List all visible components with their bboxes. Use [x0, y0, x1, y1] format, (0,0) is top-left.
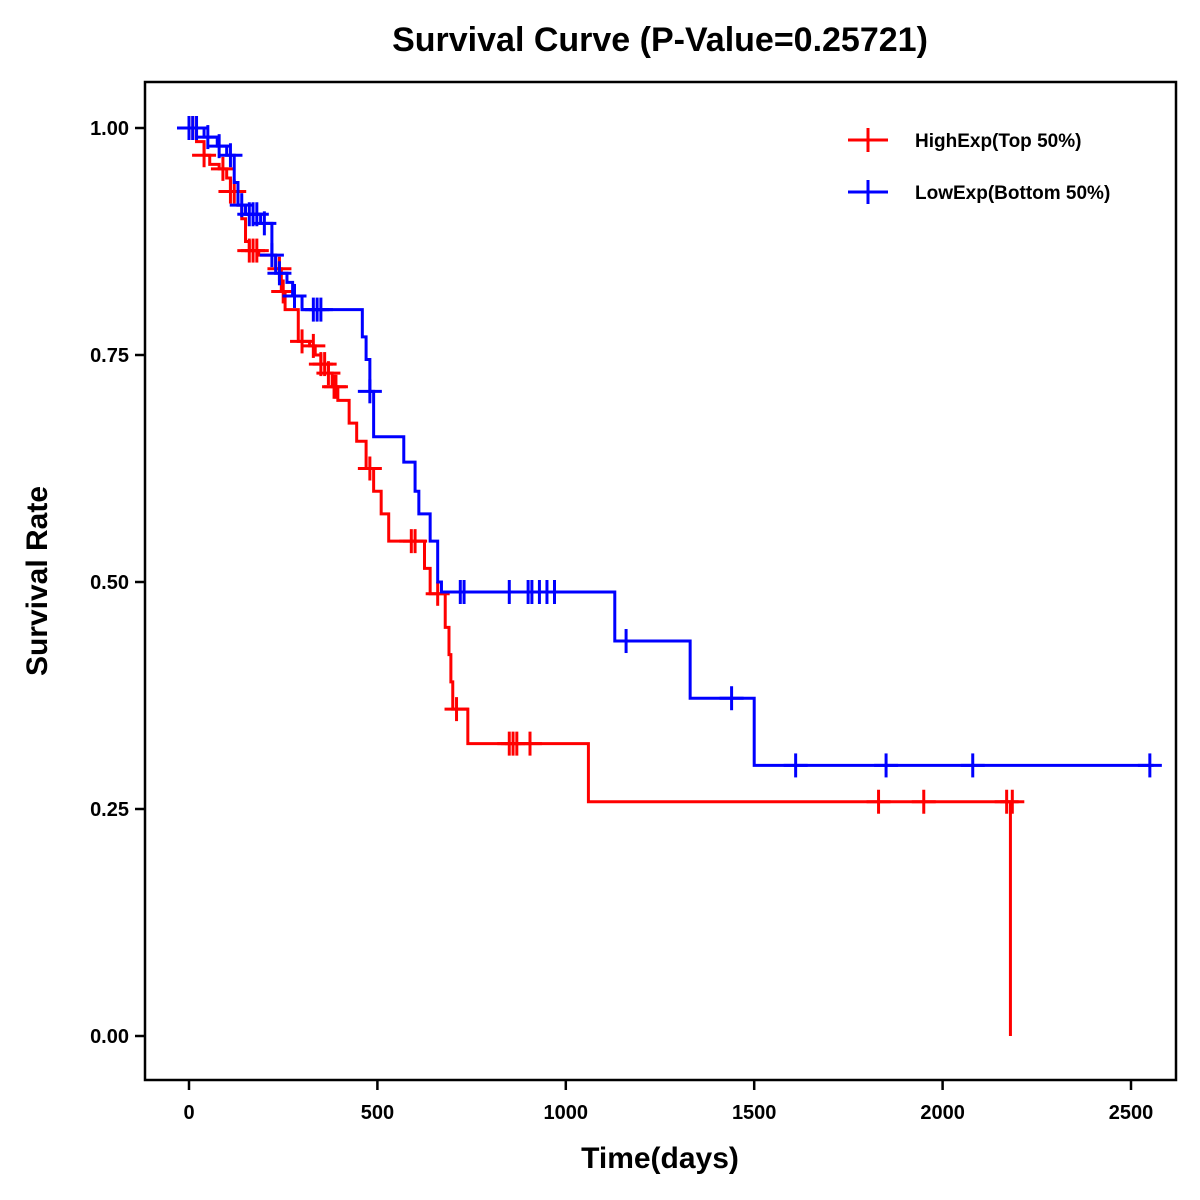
censor-mark — [960, 753, 985, 778]
y-tick-label: 0.75 — [90, 345, 129, 367]
x-tick-label: 1500 — [732, 1102, 777, 1124]
censor-mark — [874, 753, 899, 778]
censor-mark — [244, 238, 269, 263]
series-low-exp — [177, 116, 1162, 778]
legend-item: LowExp(Bottom 50%) — [848, 180, 1110, 204]
censor-mark — [282, 283, 307, 308]
legend-label: HighExp(Top 50%) — [915, 131, 1081, 152]
y-tick-label: 0.00 — [90, 1026, 129, 1048]
censor-mark — [301, 333, 326, 358]
censor-mark — [783, 753, 808, 778]
legend-item: HighExp(Top 50%) — [848, 128, 1081, 152]
censor-mark — [252, 211, 277, 236]
x-tick-label: 500 — [361, 1102, 394, 1124]
censor-mark — [316, 361, 341, 386]
censor-mark — [323, 374, 348, 399]
censor-mark — [259, 243, 284, 268]
censor-mark — [192, 143, 217, 168]
y-tick-label: 1.00 — [90, 118, 129, 140]
censor-mark — [614, 629, 639, 654]
y-tick-label: 0.50 — [90, 572, 129, 594]
legend-cross-icon — [848, 128, 888, 152]
censor-mark — [357, 379, 382, 404]
series-high-exp — [180, 116, 1025, 1036]
censor-mark — [357, 456, 382, 481]
censor-mark — [308, 297, 333, 322]
chart-title: Survival Curve (P-Value=0.25721) — [392, 21, 928, 59]
legend-label: LowExp(Bottom 50%) — [915, 183, 1110, 204]
y-axis-label: Survival Rate — [21, 486, 54, 676]
y-tick-label: 0.25 — [90, 799, 129, 821]
censor-mark — [1000, 789, 1025, 814]
survival-line — [189, 126, 1154, 767]
x-tick-label: 1000 — [544, 1102, 589, 1124]
censor-mark — [403, 529, 428, 554]
x-tick-label: 0 — [183, 1102, 194, 1124]
plot-area — [177, 116, 1162, 1036]
x-tick-label: 2500 — [1109, 1102, 1154, 1124]
x-axis-label: Time(days) — [581, 1142, 739, 1175]
plot-frame — [143, 80, 1178, 1082]
censor-mark — [210, 156, 235, 181]
y-axis: 0.00 0.25 0.50 0.75 1.00 — [90, 118, 145, 1048]
legend: HighExp(Top 50%) LowExp(Bottom 50%) — [848, 128, 1110, 204]
censor-mark — [911, 789, 936, 814]
censor-mark — [267, 261, 292, 286]
censor-mark — [218, 143, 243, 168]
censor-mark — [719, 686, 744, 711]
censor-mark — [542, 579, 567, 604]
survival-line — [189, 126, 1012, 1036]
x-tick-label: 2000 — [920, 1102, 965, 1124]
censor-mark — [452, 579, 477, 604]
legend-cross-icon — [848, 180, 888, 204]
x-axis: 0 500 1000 1500 2000 2500 — [183, 1080, 1153, 1124]
censor-mark — [290, 329, 315, 354]
censor-mark — [444, 697, 469, 722]
censor-mark — [866, 789, 891, 814]
censor-mark — [1137, 753, 1162, 778]
censor-mark — [425, 581, 450, 606]
censor-mark — [518, 731, 543, 756]
